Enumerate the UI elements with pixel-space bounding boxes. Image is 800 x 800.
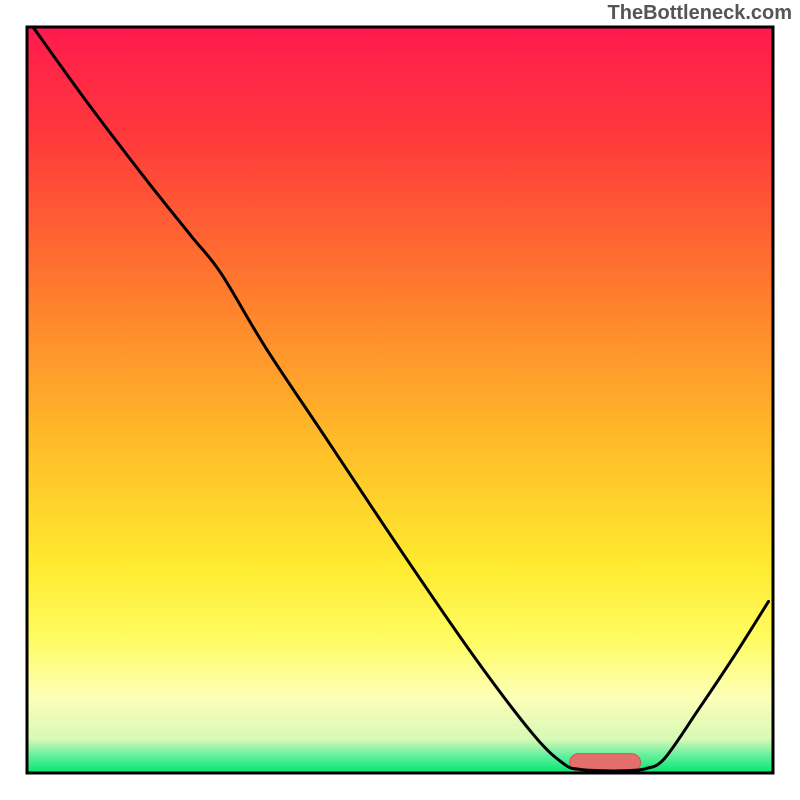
chart-container: TheBottleneck.com — [0, 0, 800, 800]
gradient-background — [27, 27, 773, 773]
bottleneck-chart — [0, 0, 800, 800]
attribution-text: TheBottleneck.com — [608, 2, 792, 25]
